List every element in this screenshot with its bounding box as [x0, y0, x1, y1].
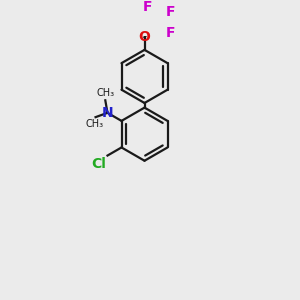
Text: F: F: [166, 5, 175, 19]
Text: F: F: [142, 0, 152, 14]
Text: F: F: [166, 26, 175, 40]
Text: CH₃: CH₃: [85, 119, 103, 129]
Text: N: N: [102, 106, 113, 120]
Text: O: O: [139, 30, 150, 44]
Text: Cl: Cl: [92, 157, 106, 171]
Text: CH₃: CH₃: [96, 88, 114, 98]
